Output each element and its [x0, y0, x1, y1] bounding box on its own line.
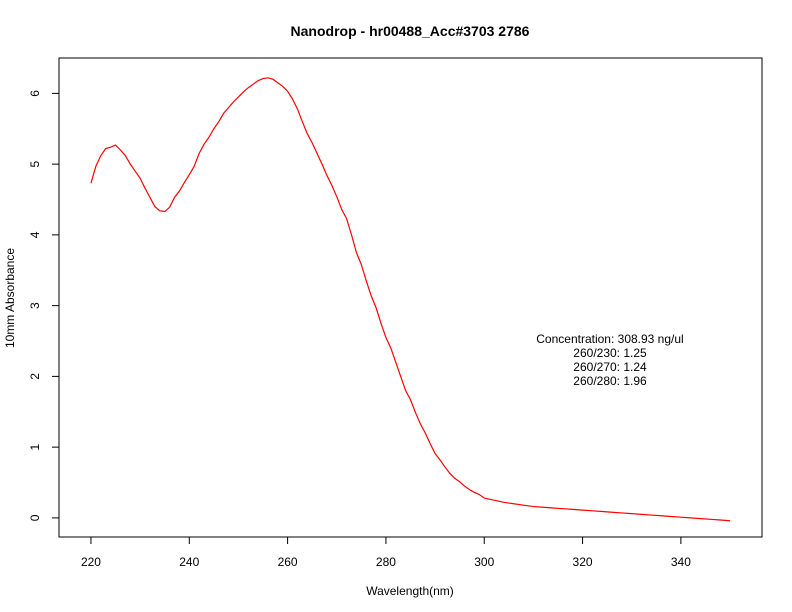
y-tick-label: 2 [28, 373, 42, 380]
y-axis: 0 1 2 3 4 5 6 [28, 90, 60, 521]
x-axis: 220 240 260 280 300 320 340 [81, 536, 691, 569]
x-tick-label: 320 [573, 555, 593, 569]
x-axis-label: Wavelength(nm) [366, 584, 454, 598]
annotation-concentration: Concentration: 308.93 ng/ul [536, 332, 683, 346]
x-tick-label: 280 [376, 555, 396, 569]
y-tick-label: 3 [28, 302, 42, 309]
x-tick-label: 340 [671, 555, 691, 569]
x-tick-label: 260 [278, 555, 298, 569]
y-tick-label: 4 [28, 231, 42, 238]
annotation-ratio-260-280: 260/280: 1.96 [573, 374, 647, 388]
annotation-block: Concentration: 308.93 ng/ul 260/230: 1.2… [536, 332, 683, 388]
y-tick-label: 6 [28, 90, 42, 97]
x-tick-label: 300 [474, 555, 494, 569]
chart-title: Nanodrop - hr00488_Acc#3703 2786 [291, 23, 530, 39]
y-tick-label: 0 [28, 514, 42, 521]
x-tick-label: 240 [179, 555, 199, 569]
annotation-ratio-260-270: 260/270: 1.24 [573, 360, 647, 374]
y-tick-label: 1 [28, 443, 42, 450]
annotation-ratio-260-230: 260/230: 1.25 [573, 346, 647, 360]
x-tick-label: 220 [81, 555, 101, 569]
absorbance-series-line [90, 77, 731, 522]
plot-frame [58, 57, 763, 538]
y-axis-label: 10mm Absorbance [3, 248, 17, 348]
y-tick-label: 5 [28, 160, 42, 167]
